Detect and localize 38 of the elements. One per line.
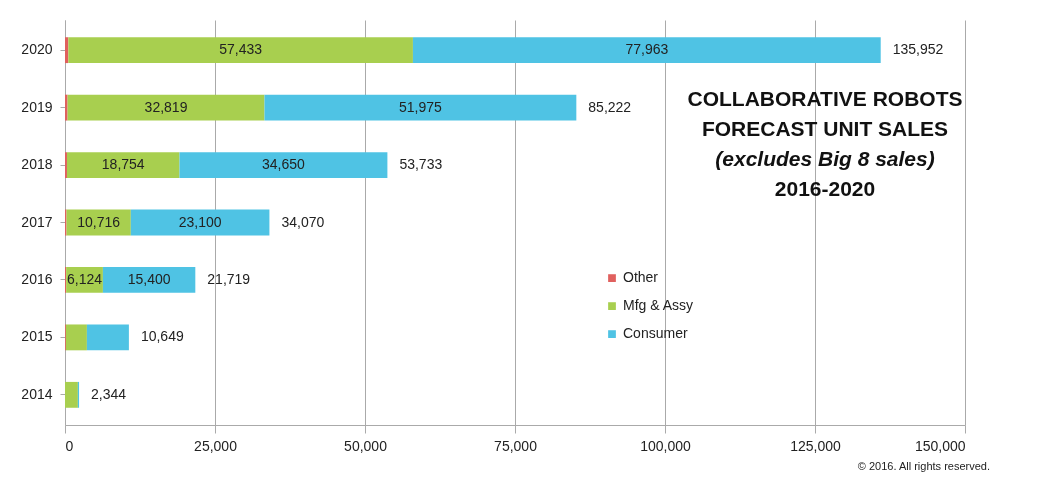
data-label: 77,963 bbox=[625, 41, 669, 58]
total-label: 21,719 bbox=[207, 270, 251, 287]
data-label: 32,819 bbox=[144, 98, 188, 115]
legend-label: Consumer bbox=[623, 325, 688, 342]
y-tick-label: 2018 bbox=[21, 156, 53, 173]
legend-label: Mfg & Assy bbox=[623, 297, 694, 314]
text: © 2016. All rights reserved. bbox=[857, 460, 990, 472]
data-label: 57,433 bbox=[219, 41, 263, 58]
y-tick-label: 2019 bbox=[21, 98, 53, 115]
x-tick-label: 25,000 bbox=[194, 437, 238, 454]
y-tick-label: 2016 bbox=[21, 270, 53, 287]
data-label: 10,716 bbox=[77, 213, 121, 230]
x-tick-label: 50,000 bbox=[344, 437, 388, 454]
y-tick-label: 2017 bbox=[21, 213, 53, 230]
x-tick-label: 0 bbox=[65, 437, 74, 454]
total-label: 34,070 bbox=[281, 213, 325, 230]
text: COLLABORATIVE ROBOTS FORECAST UNIT SALES bbox=[687, 87, 963, 140]
x-tick-label: 150,000 bbox=[914, 437, 966, 454]
text: (excludes Big 8 sales) bbox=[715, 147, 935, 170]
data-label: 15,400 bbox=[127, 270, 171, 287]
x-tick-label: 125,000 bbox=[790, 437, 842, 454]
y-tick-label: 2020 bbox=[21, 41, 53, 58]
legend-label: Other bbox=[623, 269, 659, 286]
total-label: 85,222 bbox=[588, 98, 632, 115]
data-label: 23,100 bbox=[178, 213, 222, 230]
total-label: 2,344 bbox=[91, 385, 127, 402]
data-label: 18,754 bbox=[101, 156, 145, 173]
data-label: 6,124 bbox=[67, 270, 103, 287]
total-label: 53,733 bbox=[399, 156, 443, 173]
x-tick-label: 100,000 bbox=[640, 437, 692, 454]
data-label: 51,975 bbox=[398, 98, 443, 115]
y-tick-label: 2015 bbox=[21, 328, 53, 345]
total-label: 10,649 bbox=[140, 328, 184, 345]
total-label: 135,952 bbox=[892, 41, 944, 58]
data-label: 34,650 bbox=[262, 156, 306, 173]
annotation: 2016-2020 bbox=[774, 177, 876, 200]
y-tick-label: 2014 bbox=[21, 385, 53, 402]
x-tick-label: 75,000 bbox=[494, 437, 538, 454]
